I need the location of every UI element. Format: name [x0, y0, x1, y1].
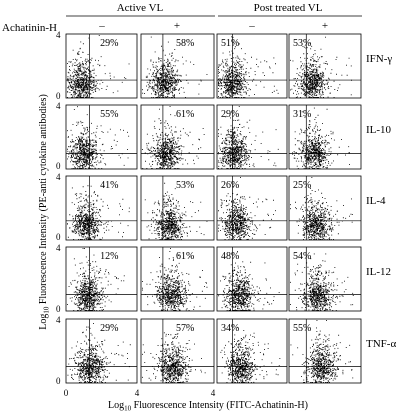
panel-1-4-percentage: 53% — [293, 38, 311, 49]
panel-2-1-percentage: 55% — [100, 109, 118, 120]
panel-5-1: 29% — [65, 318, 138, 384]
panel-5-3-frame — [216, 318, 288, 384]
panel-3-3: 26% — [216, 175, 288, 241]
panel-1-2-percentage: 58% — [176, 38, 194, 49]
cytokine-label-5: TNF-α — [366, 338, 396, 350]
panel-2-3-percentage: 29% — [221, 109, 239, 120]
panel-4-1: 12% — [65, 246, 138, 312]
panel-2-4: 31% — [288, 104, 362, 170]
panel-3-1: 41% — [65, 175, 138, 241]
panel-5-4: 55% — [288, 318, 362, 384]
y-tick-4-row1: 4 — [56, 30, 61, 40]
panel-4-2: 61% — [140, 246, 215, 312]
panel-4-1-percentage: 12% — [100, 251, 118, 262]
panel-1-3-frame — [216, 33, 288, 99]
panel-3-4: 25% — [288, 175, 362, 241]
condition-label-2: + — [174, 20, 180, 32]
cytokine-label-4: IL-12 — [366, 266, 391, 278]
panel-2-1-frame — [65, 104, 138, 170]
panel-1-4: 53% — [288, 33, 362, 99]
panel-1-2: 58% — [140, 33, 215, 99]
x-axis-label: Log10 Fluorescence Intensity (FITC-Achat… — [108, 400, 308, 411]
panel-2-4-events — [292, 107, 350, 169]
y-tick-0-row2: 0 — [56, 161, 61, 171]
row-label-achatinin: Achatinin-H — [2, 22, 57, 34]
panel-5-2-events — [142, 327, 206, 383]
y-axis-label: Log10 Fluorescence Intensity (PE-anti cy… — [38, 94, 51, 330]
panel-4-3-events — [218, 251, 280, 311]
panel-3-1-events — [67, 185, 130, 240]
panel-1-3-events — [218, 36, 279, 98]
panel-5-2: 57% — [140, 318, 215, 384]
condition-label-3: – — [248, 20, 255, 32]
y-tick-0-row5: 0 — [56, 376, 61, 386]
panel-3-2: 53% — [140, 175, 215, 241]
panel-5-4-percentage: 55% — [293, 323, 311, 334]
panel-3-1-percentage: 41% — [100, 180, 118, 191]
panel-4-2-percentage: 61% — [176, 251, 194, 262]
y-tick-4-row3: 4 — [56, 172, 61, 182]
panel-1-1: 29% — [65, 33, 138, 99]
panel-2-4-percentage: 31% — [293, 109, 311, 120]
panel-1-2-frame — [140, 33, 215, 99]
x-tick-4-col2: 4 — [211, 388, 216, 398]
panel-1-3-percentage: 51% — [221, 38, 239, 49]
panel-1-1-percentage: 29% — [100, 38, 118, 49]
y-tick-4-row2: 4 — [56, 101, 61, 111]
group-label-post: Post treated VL — [254, 2, 323, 14]
cytokine-label-1: IFN-γ — [366, 53, 392, 65]
panel-4-3-percentage: 48% — [221, 251, 239, 262]
panel-1-2-events — [142, 36, 208, 98]
panel-3-3-percentage: 26% — [221, 180, 239, 191]
panel-1-4-events — [290, 36, 352, 98]
panel-5-1-events — [67, 323, 131, 383]
panel-3-2-percentage: 53% — [176, 180, 194, 191]
panel-grid: 29% 58% 51% 53% IFN-γ 55% 61% 29% 31% IL-10 41% 53%… — [65, 33, 396, 384]
y-tick-0-row4: 0 — [56, 304, 61, 314]
condition-label-1: – — [98, 20, 105, 32]
y-tick-0-row3: 0 — [56, 232, 61, 242]
panel-2-3: 29% — [216, 104, 288, 170]
panel-1-1-events — [67, 35, 130, 98]
y-tick-4-row5: 4 — [56, 315, 61, 325]
group-label-active: Active VL — [117, 2, 164, 14]
panel-1-3: 51% — [216, 33, 288, 99]
panel-5-4-events — [290, 320, 354, 383]
panel-4-4: 54% — [288, 246, 362, 312]
panel-5-3-events — [220, 326, 281, 383]
panel-4-4-events — [290, 253, 354, 311]
panel-2-2-events — [142, 106, 205, 169]
cytokine-label-2: IL-10 — [366, 124, 392, 136]
panel-5-3-percentage: 34% — [221, 323, 239, 334]
cytokine-label-3: IL-4 — [366, 195, 386, 207]
panel-2-2-percentage: 61% — [176, 109, 194, 120]
panel-4-3: 48% — [216, 246, 288, 312]
panel-3-3-frame — [216, 175, 288, 241]
panel-5-2-percentage: 57% — [176, 323, 194, 334]
panel-3-4-events — [290, 177, 353, 240]
panel-5-3: 34% — [216, 318, 288, 384]
panel-3-4-percentage: 25% — [293, 180, 311, 191]
x-tick-4-col1: 4 — [135, 388, 140, 398]
panel-5-1-frame — [65, 318, 138, 384]
condition-label-4: + — [322, 20, 328, 32]
panel-2-3-frame — [216, 104, 288, 170]
panel-2-1: 55% — [65, 104, 138, 170]
panel-2-2: 61% — [140, 104, 215, 170]
panel-2-1-events — [67, 106, 130, 169]
x-tick-0-col1: 0 — [64, 388, 69, 398]
panel-2-3-events — [218, 106, 279, 169]
panel-4-1-frame — [65, 246, 138, 312]
y-tick-0-row1: 0 — [56, 91, 61, 101]
figure-header: Achatinin-H Active VL Post treated VL – … — [2, 2, 362, 34]
panel-3-1-frame — [65, 175, 138, 241]
panel-4-4-percentage: 54% — [293, 251, 311, 262]
axis-ticks: 4 0 4 0 4 0 4 0 4 0 0 4 4 — [56, 30, 216, 398]
panel-5-1-percentage: 29% — [100, 323, 118, 334]
y-tick-4-row4: 4 — [56, 243, 61, 253]
